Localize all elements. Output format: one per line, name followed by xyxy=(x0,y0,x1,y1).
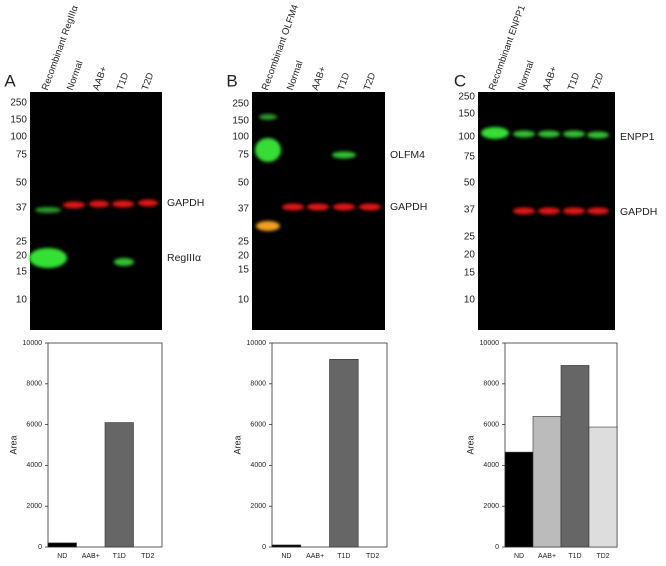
y-tick-label: 2000 xyxy=(250,503,266,510)
y-tick-label: 8000 xyxy=(26,381,42,388)
panel-letter: B xyxy=(226,71,237,90)
lane-label: T1D xyxy=(566,71,583,92)
x-tick-label: AAB+ xyxy=(306,553,324,560)
y-tick-label: 0 xyxy=(38,544,42,551)
x-tick-label: TD2 xyxy=(366,553,379,560)
y-tick-label: 2000 xyxy=(26,503,42,510)
x-tick-label: TD2 xyxy=(141,553,154,560)
bar xyxy=(504,451,534,548)
lane-label: T2D xyxy=(362,71,379,92)
y-axis-label: Area xyxy=(465,435,475,454)
y-tick-label: 6000 xyxy=(483,421,499,428)
x-tick-label: ND xyxy=(281,553,291,560)
marker-label: 75 xyxy=(16,150,28,161)
marker-label: 250 xyxy=(458,92,475,103)
bar xyxy=(104,422,134,548)
marker-label: 100 xyxy=(10,132,27,143)
marker-label: 150 xyxy=(458,109,475,120)
marker-label: 37 xyxy=(16,203,28,214)
x-tick-label: TD2 xyxy=(596,553,609,560)
marker-label: 15 xyxy=(238,265,250,276)
marker-label: 37 xyxy=(464,205,476,216)
marker-label: 50 xyxy=(238,178,250,189)
y-tick-label: 4000 xyxy=(483,462,499,469)
marker-label: 10 xyxy=(464,295,476,306)
y-tick-label: 8000 xyxy=(483,381,499,388)
lane-label: T1D xyxy=(115,71,132,92)
y-tick-label: 2000 xyxy=(483,503,499,510)
marker-label: 50 xyxy=(464,178,476,189)
lane-label: Normal xyxy=(285,59,306,92)
y-tick-label: 10000 xyxy=(247,340,267,347)
band-label: OLFM4 xyxy=(390,149,425,161)
bar xyxy=(329,359,359,548)
bar xyxy=(532,416,562,548)
marker-label: 37 xyxy=(238,204,250,215)
y-tick-label: 6000 xyxy=(26,421,42,428)
lane-label: T1D xyxy=(336,71,353,92)
band-label: GAPDH xyxy=(167,197,204,209)
bar xyxy=(560,365,590,548)
marker-label: 250 xyxy=(232,99,249,110)
x-tick-label: AAB+ xyxy=(538,553,556,560)
marker-label: 50 xyxy=(16,178,28,189)
bar xyxy=(47,542,77,548)
band-label: ENPP1 xyxy=(620,131,655,143)
lane-label: AAB+ xyxy=(310,65,329,92)
x-tick-label: ND xyxy=(514,553,524,560)
lane-label: Normal xyxy=(516,59,537,92)
marker-label: 25 xyxy=(16,237,28,248)
marker-label: 100 xyxy=(458,132,475,143)
y-tick-label: 0 xyxy=(495,544,499,551)
lane-label: T2D xyxy=(590,71,607,92)
marker-label: 250 xyxy=(10,98,27,109)
lane-label: Normal xyxy=(65,59,86,92)
marker-label: 75 xyxy=(238,150,250,161)
lane-label: AAB+ xyxy=(541,65,560,92)
marker-label: 20 xyxy=(238,251,250,262)
y-tick-label: 6000 xyxy=(250,421,266,428)
lane-label: T2D xyxy=(140,71,157,92)
marker-label: 10 xyxy=(238,295,250,306)
panel-letter: C xyxy=(454,71,466,90)
y-tick-label: 0 xyxy=(262,544,266,551)
marker-label: 10 xyxy=(16,295,28,306)
marker-label: 100 xyxy=(232,132,249,143)
marker-label: 75 xyxy=(464,152,476,163)
band-label: RegIIIα xyxy=(167,252,201,264)
x-tick-label: ND xyxy=(57,553,67,560)
x-tick-label: T1D xyxy=(568,553,581,560)
y-tick-label: 4000 xyxy=(26,462,42,469)
marker-label: 15 xyxy=(16,267,28,278)
marker-label: 150 xyxy=(10,115,27,126)
y-tick-label: 10000 xyxy=(23,340,43,347)
marker-label: 25 xyxy=(464,232,476,243)
y-axis-label: Area xyxy=(8,435,18,454)
marker-label: 15 xyxy=(464,268,476,279)
x-tick-label: AAB+ xyxy=(82,553,100,560)
bands xyxy=(29,114,609,268)
bar xyxy=(271,544,302,548)
marker-label: 25 xyxy=(238,237,250,248)
x-tick-label: T1D xyxy=(113,553,126,560)
marker-label: 20 xyxy=(16,251,28,262)
y-axis-label: Area xyxy=(232,435,242,454)
band-label: GAPDH xyxy=(390,201,427,213)
y-tick-label: 8000 xyxy=(250,381,266,388)
marker-label: 150 xyxy=(232,116,249,127)
lane-label: AAB+ xyxy=(91,65,110,92)
band-label: GAPDH xyxy=(620,206,657,218)
blot xyxy=(252,92,385,330)
y-tick-label: 10000 xyxy=(480,340,500,347)
bar xyxy=(588,426,618,548)
panel-letter: A xyxy=(4,71,16,90)
x-tick-label: T1D xyxy=(337,553,350,560)
y-tick-label: 4000 xyxy=(250,462,266,469)
marker-label: 20 xyxy=(464,250,476,261)
